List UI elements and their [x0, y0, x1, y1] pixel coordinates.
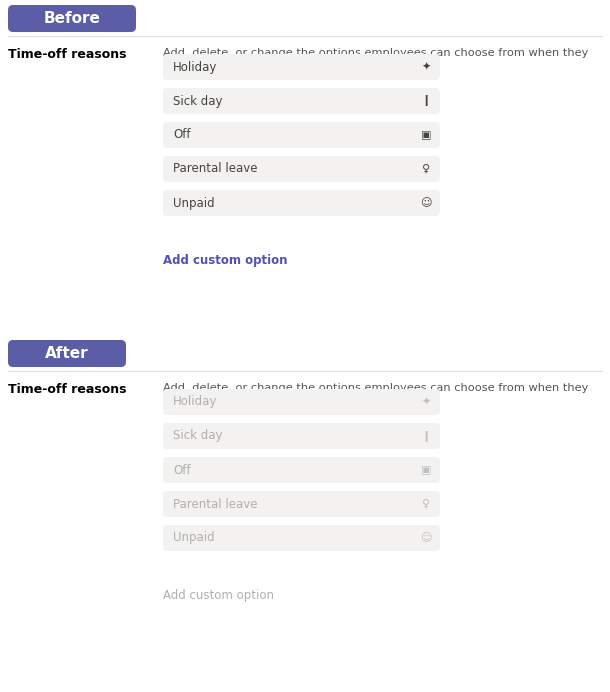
- Text: Sick day: Sick day: [173, 430, 223, 442]
- Text: ♀: ♀: [422, 499, 430, 509]
- Text: Add, delete, or change the options employees can choose from when they: Add, delete, or change the options emplo…: [163, 383, 589, 393]
- FancyBboxPatch shape: [163, 88, 440, 114]
- FancyBboxPatch shape: [163, 423, 440, 449]
- Text: ▣: ▣: [421, 130, 431, 140]
- FancyBboxPatch shape: [163, 389, 440, 415]
- Text: Off: Off: [173, 464, 190, 477]
- Text: Off: Off: [173, 129, 190, 141]
- FancyBboxPatch shape: [163, 122, 440, 148]
- Text: Time-off reasons: Time-off reasons: [8, 48, 126, 61]
- FancyBboxPatch shape: [163, 491, 440, 517]
- FancyBboxPatch shape: [8, 340, 126, 367]
- Text: Sick day: Sick day: [173, 95, 223, 107]
- Text: ❙: ❙: [422, 95, 431, 107]
- Text: Time-off reasons: Time-off reasons: [8, 383, 126, 396]
- Text: ♀: ♀: [422, 164, 430, 174]
- Text: ❙: ❙: [422, 430, 431, 441]
- Text: Before: Before: [43, 11, 101, 26]
- Text: Holiday: Holiday: [173, 60, 217, 73]
- Text: request time off.: request time off.: [163, 61, 257, 71]
- Text: Parental leave: Parental leave: [173, 163, 257, 176]
- Text: Parental leave: Parental leave: [173, 498, 257, 511]
- FancyBboxPatch shape: [8, 5, 136, 32]
- Text: ✦: ✦: [422, 62, 431, 72]
- Text: After: After: [45, 346, 89, 361]
- Text: request time off.: request time off.: [163, 396, 257, 406]
- FancyBboxPatch shape: [163, 190, 440, 216]
- FancyBboxPatch shape: [163, 156, 440, 182]
- Text: Add custom option: Add custom option: [163, 589, 274, 602]
- Text: Add, delete, or change the options employees can choose from when they: Add, delete, or change the options emplo…: [163, 48, 589, 58]
- FancyBboxPatch shape: [163, 525, 440, 551]
- Text: ✦: ✦: [422, 397, 431, 407]
- Text: Add custom option: Add custom option: [163, 254, 287, 267]
- Text: Holiday: Holiday: [173, 396, 217, 408]
- FancyBboxPatch shape: [163, 457, 440, 483]
- Text: ☺: ☺: [420, 198, 432, 208]
- Text: Unpaid: Unpaid: [173, 531, 215, 545]
- Text: ▣: ▣: [421, 465, 431, 475]
- FancyBboxPatch shape: [163, 54, 440, 80]
- Text: Unpaid: Unpaid: [173, 197, 215, 210]
- Text: ☺: ☺: [420, 533, 432, 543]
